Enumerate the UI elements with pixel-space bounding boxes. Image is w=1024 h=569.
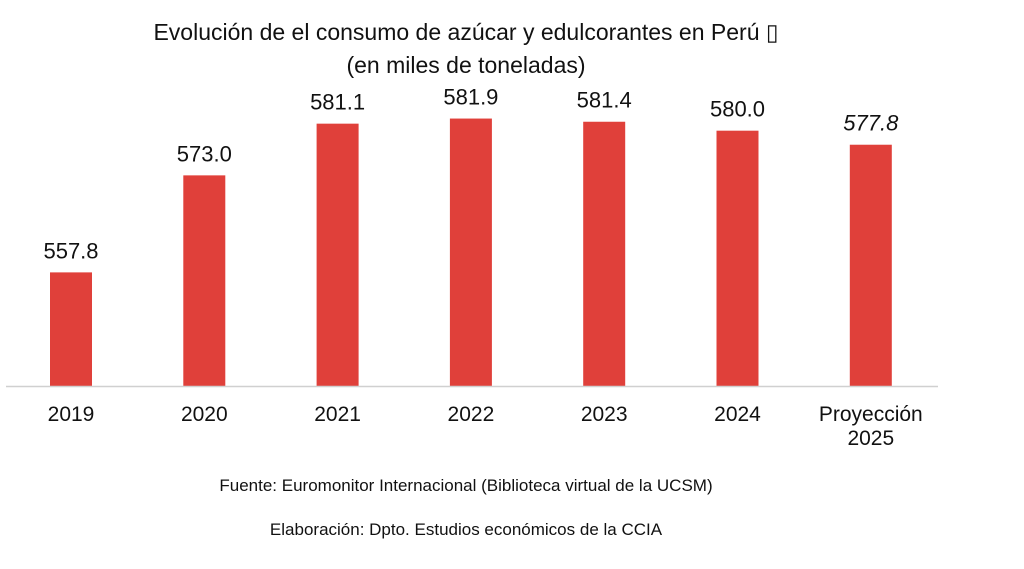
chart-title-line-1: Evolución de el consumo de azúcar y edul… — [153, 19, 778, 45]
bar-6 — [849, 144, 892, 386]
bar-2 — [316, 123, 359, 386]
data-label-5: 580.0 — [710, 97, 765, 122]
data-label-1: 573.0 — [177, 141, 232, 166]
bar-4 — [583, 121, 626, 386]
bar-0 — [50, 272, 92, 386]
x-tick-label-2: 2021 — [314, 403, 361, 426]
plot-area: 557.8 2019 573.0 2020 581.1 2021 581.9 2022 581.… — [43, 85, 922, 450]
credit-note: Elaboración: Dpto. Estudios económicos d… — [270, 520, 663, 539]
chart-title-line-2: (en miles de toneladas) — [346, 52, 585, 78]
x-tick-label-3: 2022 — [448, 403, 495, 426]
data-label-6: 577.8 — [843, 111, 899, 136]
source-note: Fuente: Euromonitor Internacional (Bibli… — [219, 476, 712, 495]
data-label-2: 581.1 — [310, 90, 365, 115]
data-label-0: 557.8 — [43, 238, 98, 263]
x-tick-label-0: 2019 — [48, 403, 95, 426]
x-tick-label-6: Proyección 2025 — [819, 403, 923, 450]
x-tick-label-5: 2024 — [714, 403, 761, 426]
bar-5 — [716, 130, 759, 386]
x-tick-label-4: 2023 — [581, 403, 628, 426]
bar-3 — [449, 118, 492, 386]
data-label-4: 581.4 — [577, 88, 632, 113]
bar-1 — [183, 175, 226, 386]
x-tick-label-1: 2020 — [181, 403, 228, 426]
data-label-3: 581.9 — [443, 85, 498, 110]
